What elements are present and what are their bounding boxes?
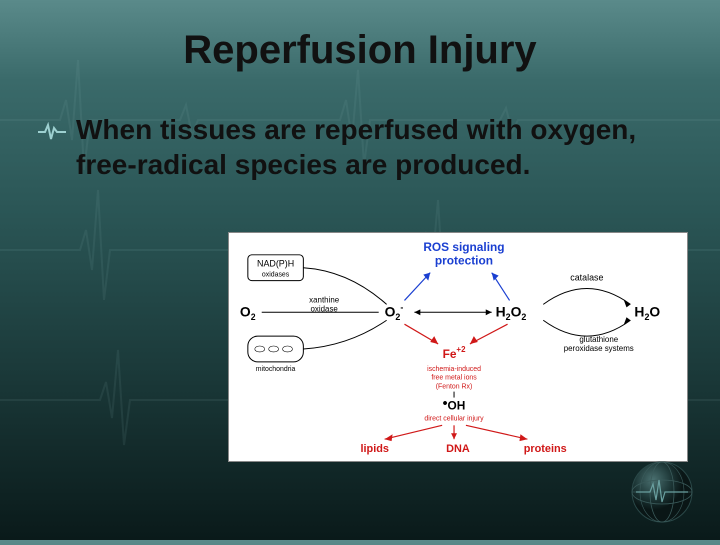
node-fe-sub1: ischemia-induced bbox=[427, 366, 481, 373]
node-mito: mitochondria bbox=[256, 366, 296, 373]
node-fe-sub2: free metal ions bbox=[431, 375, 477, 382]
node-fe-sub3: (Fenton Rx) bbox=[436, 384, 473, 391]
node-proteins: proteins bbox=[524, 443, 567, 455]
node-h2o2: H2O2 bbox=[496, 303, 527, 322]
node-oh-sub: direct cellular injury bbox=[424, 415, 484, 422]
node-glut1: glutathione bbox=[579, 335, 618, 344]
node-ros1: ROS signaling bbox=[423, 240, 504, 254]
node-nadph: NAD(P)H bbox=[257, 259, 294, 269]
node-nadph-sub: oxidases bbox=[262, 272, 290, 279]
node-fe: Fe+2 bbox=[443, 345, 466, 361]
slide-title: Reperfusion Injury bbox=[0, 28, 720, 73]
node-catalase: catalase bbox=[570, 273, 603, 283]
node-dna: DNA bbox=[446, 443, 470, 455]
ekg-pulse-icon bbox=[38, 122, 66, 142]
ros-pathway-diagram: NAD(P)H oxidases mitochondria xanthine o… bbox=[228, 232, 688, 462]
globe-icon bbox=[628, 458, 696, 526]
node-o2: O2 bbox=[240, 303, 256, 322]
node-o2minus: O2- bbox=[385, 302, 404, 322]
node-lipids: lipids bbox=[361, 443, 389, 455]
node-glut2: peroxidase systems bbox=[564, 344, 634, 353]
slide-body-text: When tissues are reperfused with oxygen,… bbox=[76, 112, 660, 182]
node-xanthine: xanthine bbox=[309, 295, 340, 304]
node-h2o: H2O bbox=[634, 303, 660, 322]
node-ros2: protection bbox=[435, 254, 493, 268]
